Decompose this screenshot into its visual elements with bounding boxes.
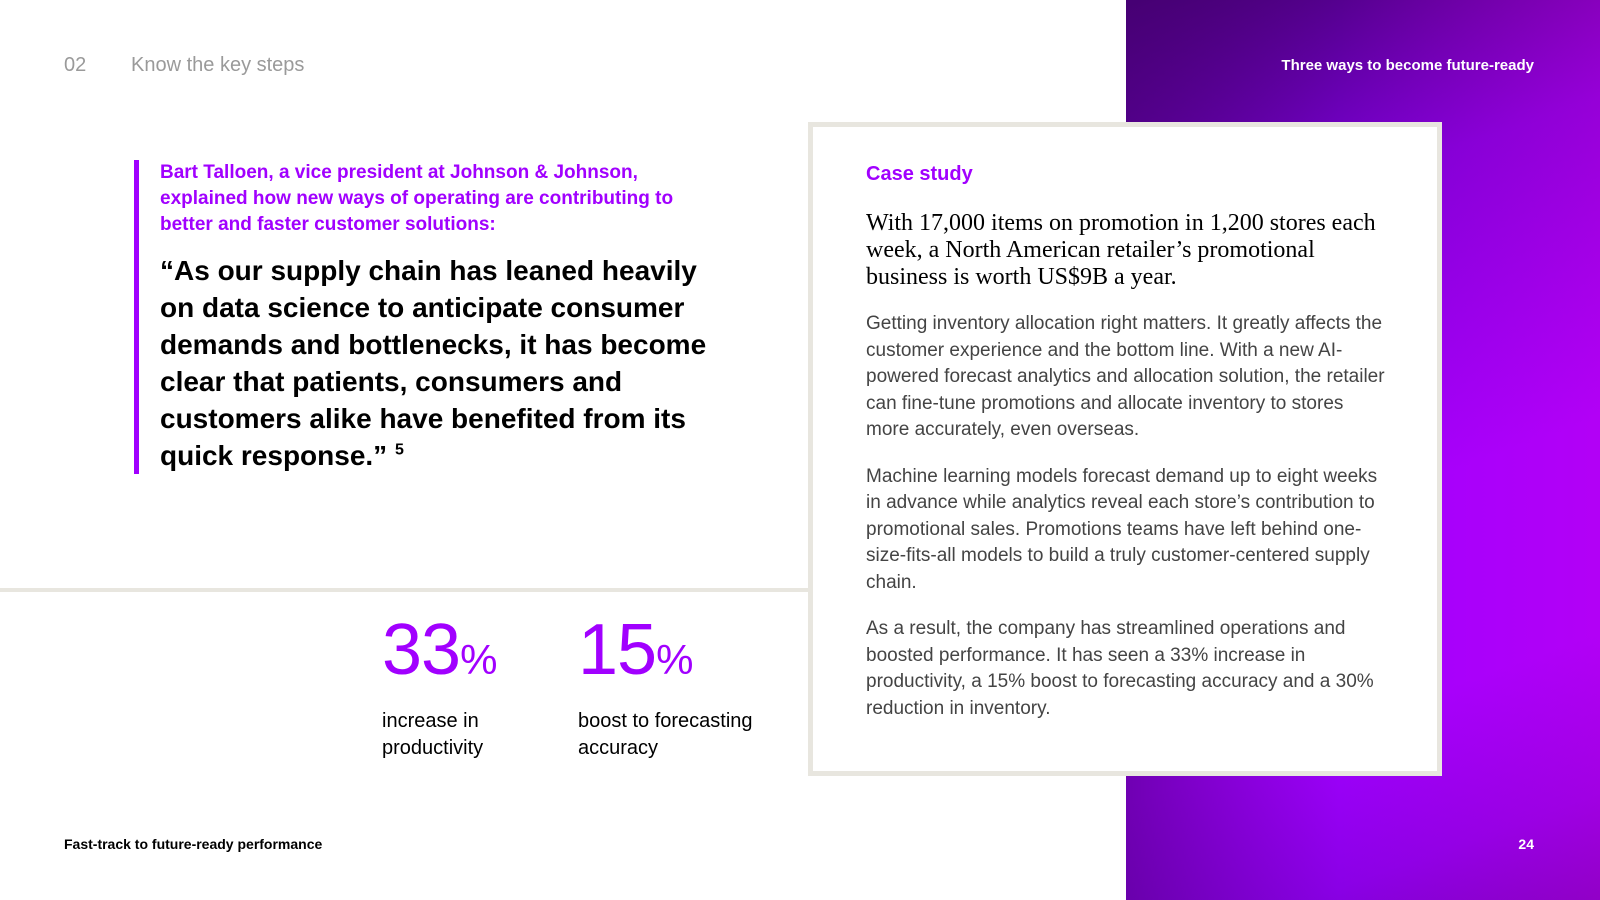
page-number: 24	[1518, 836, 1534, 852]
stat-label: boost to forecasting accuracy	[578, 710, 753, 759]
case-study-paragraph: Getting inventory allocation right matte…	[866, 313, 1385, 440]
stat-unit: %	[656, 636, 693, 683]
stat-number: 33	[382, 610, 461, 690]
divider	[0, 588, 810, 592]
stat-forecasting: 15% boost to forecasting accuracy	[578, 612, 788, 762]
case-study-lead: With 17,000 items on promotion in 1,200 …	[866, 210, 1376, 290]
quote-text: “As our supply chain has leaned heavily …	[160, 252, 714, 474]
footnote-ref[interactable]: 5	[394, 441, 404, 459]
quote-body: “As our supply chain has leaned heavily …	[160, 255, 707, 471]
footer-document-title: Fast-track to future-ready performance	[64, 836, 323, 852]
stat-unit: %	[460, 636, 497, 683]
stat-productivity: 33% increase in productivity	[382, 612, 532, 762]
case-study-card: Case study With 17,000 items on promotio…	[808, 122, 1442, 776]
stat-value: 15%	[578, 612, 788, 698]
section-number: 02	[64, 54, 87, 76]
chapter-title: Three ways to become future-ready	[1281, 57, 1534, 74]
case-study-paragraph: As a result, the company has streamlined…	[866, 618, 1374, 719]
stat-label: increase in productivity	[382, 710, 484, 759]
case-study-paragraph: Machine learning models forecast demand …	[866, 465, 1378, 593]
stat-value: 33%	[382, 612, 532, 698]
quote-intro: Bart Talloen, a vice president at Johnso…	[160, 162, 674, 235]
section-title: Know the key steps	[131, 54, 305, 76]
stat-number: 15	[578, 610, 657, 690]
case-study-label: Case study	[866, 163, 973, 185]
quote-block: Bart Talloen, a vice president at Johnso…	[134, 160, 714, 474]
